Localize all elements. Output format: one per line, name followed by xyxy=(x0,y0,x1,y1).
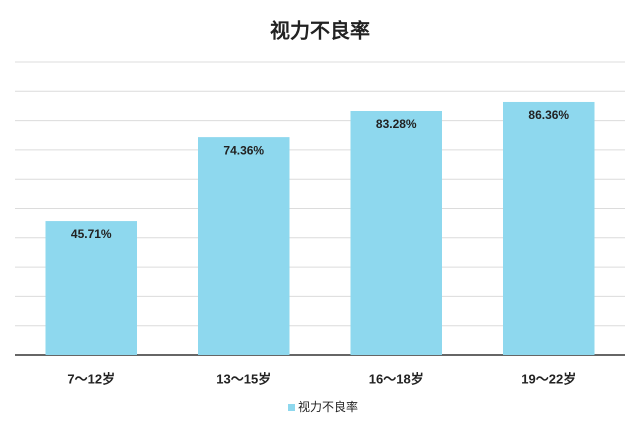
data-label: 83.28% xyxy=(376,117,417,131)
chart-title: 视力不良率 xyxy=(270,18,370,42)
legend-swatch xyxy=(288,404,295,411)
x-tick-label: 19～22岁 xyxy=(521,371,576,386)
x-tick-label: 16～18岁 xyxy=(369,371,424,386)
data-label: 86.36% xyxy=(528,108,569,122)
bar xyxy=(45,221,137,355)
legend-label: 视力不良率 xyxy=(298,399,358,414)
x-tick-label: 13～15岁 xyxy=(216,371,271,386)
data-label: 45.71% xyxy=(71,227,112,241)
bar xyxy=(198,137,290,355)
x-tick-label: 7～12岁 xyxy=(67,371,115,386)
bar xyxy=(503,101,595,355)
data-label: 74.36% xyxy=(223,143,264,157)
bar xyxy=(350,110,442,356)
